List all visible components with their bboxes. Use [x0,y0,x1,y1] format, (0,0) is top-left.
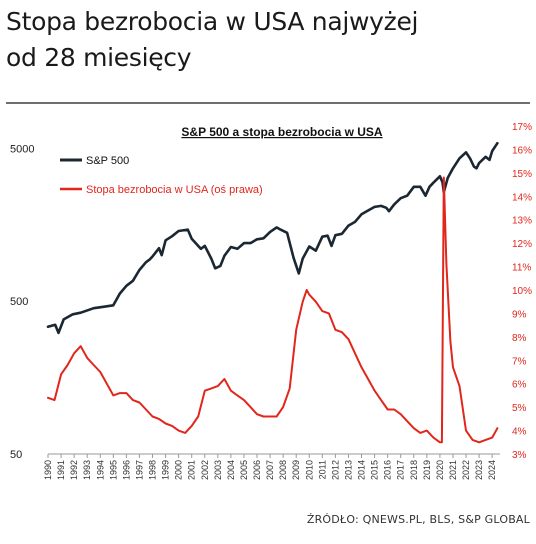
headline-line-1: Stopa bezrobocia w USA najwyżej [6,7,419,36]
right-tick-label: 17% [512,122,532,133]
x-tick-label: 2017 [396,460,406,480]
x-tick-label: 2002 [200,460,210,480]
x-tick-label: 2013 [343,460,353,480]
right-tick-label: 14% [512,192,532,203]
x-tick-label: 1993 [82,460,92,480]
legend-sp500-label: S&P 500 [86,155,129,167]
left-tick-label: 500 [10,296,28,308]
x-tick-label: 2014 [357,460,367,480]
unemployment-series-line [47,176,499,444]
x-tick-label: 1995 [108,460,118,480]
right-tick-label: 4% [512,427,527,438]
x-tick-label: 1997 [134,460,144,480]
x-tick-label: 2011 [317,460,327,479]
right-tick-label: 16% [512,145,532,156]
legend-unemployment-label: Stopa bezrobocia w USA (oś prawa) [86,184,263,196]
headline: Stopa bezrobocia w USA najwyżej od 28 mi… [6,4,530,76]
right-tick-label: 6% [512,380,527,391]
x-tick-label: 2018 [409,460,419,480]
right-tick-label: 13% [512,216,532,227]
x-tick-label: 1996 [121,460,131,480]
x-tick-label: 2024 [487,460,497,480]
x-tick-label: 2000 [174,460,184,480]
x-tick-label: 2005 [239,460,249,480]
right-tick-label: 15% [512,169,532,180]
x-tick-label: 2007 [265,460,275,480]
x-tick-label: 2003 [213,460,223,480]
right-tick-label: 11% [512,263,531,274]
right-tick-label: 10% [512,286,532,297]
x-tick-label: 2021 [448,460,458,480]
headline-line-2: od 28 miesięcy [6,43,192,72]
line-chart: 1990 1991 1992 1993 1994 1995 1996 1997 1998 1999… [10,122,532,480]
x-tick-label: 2010 [304,460,314,480]
x-tick-label: 2008 [278,460,288,480]
x-tick-label: 2016 [383,460,393,480]
x-tick-label: 2004 [226,460,236,480]
x-tick-label: 1994 [95,460,105,480]
left-tick-label: 5000 [10,143,34,155]
x-tick-label: 1991 [56,460,66,480]
x-tick-label: 2012 [330,460,340,480]
right-tick-label: 9% [512,309,527,320]
x-tick-label: 2015 [370,460,380,480]
right-tick-label: 5% [512,403,527,414]
source-note: ŹRÓDŁO: QNEWS.PL, BLS, S&P GLOBAL [306,513,530,526]
headline-divider [6,102,530,104]
x-tick-label: 1998 [148,460,158,480]
x-tick-label: 2009 [291,460,301,480]
sp500-series-line [46,141,499,335]
chart-title: S&P 500 a stopa bezrobocia w USA [181,125,383,139]
x-tick-label: 2022 [461,460,471,480]
x-tick-label: 1992 [69,460,79,480]
x-tick-label: 1990 [43,460,53,480]
right-tick-label: 8% [512,333,527,344]
x-tick-label: 2019 [422,460,432,480]
x-tick-label: 2001 [187,460,197,480]
right-tick-label: 12% [512,239,532,250]
x-tick-label: 2023 [474,460,484,480]
right-tick-label: 3% [512,450,527,461]
x-tick-label: 2006 [252,460,262,480]
x-tick-label: 2020 [435,460,445,480]
x-tick-label: 1999 [161,460,171,480]
right-tick-label: 7% [512,356,527,367]
left-tick-label: 50 [10,449,22,461]
